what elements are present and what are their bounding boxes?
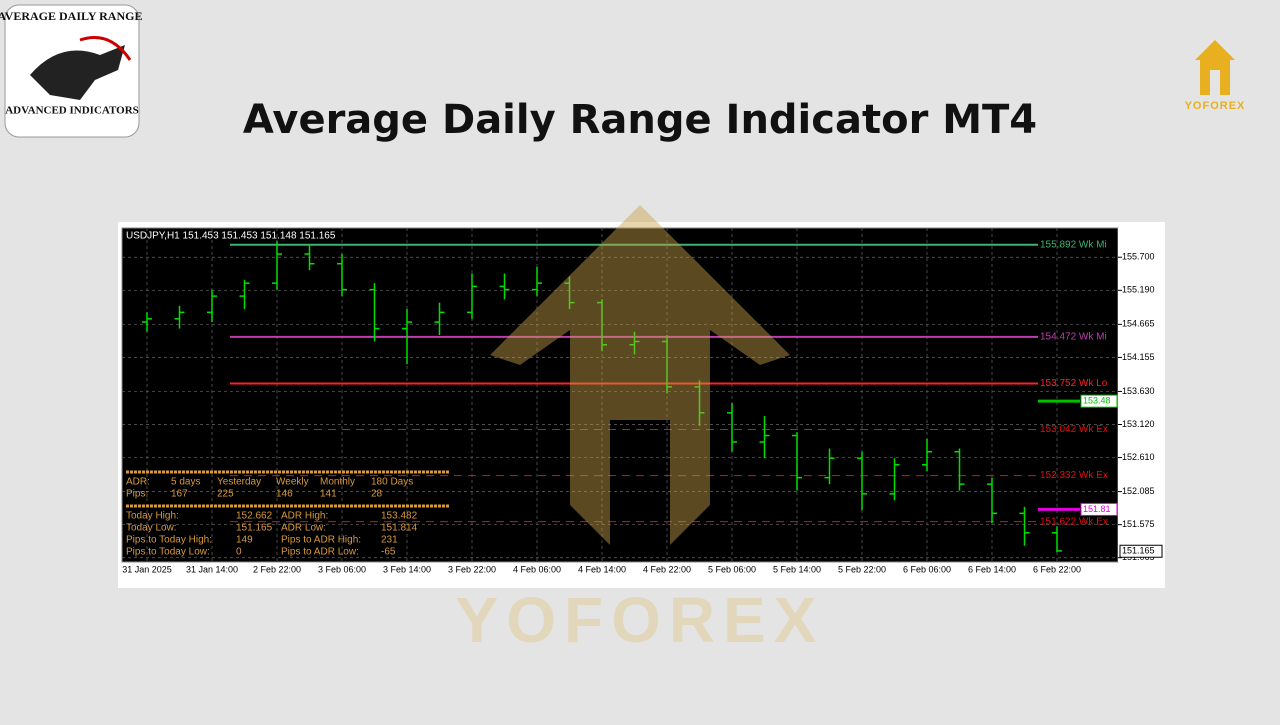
x-tick-label: 6 Feb 06:00 [903, 564, 951, 574]
brand-icon [1195, 40, 1235, 95]
panel-text: Monthly [320, 477, 355, 488]
panel-text: 151.814 [381, 523, 418, 534]
y-tick-label: 151.575 [1122, 519, 1155, 529]
y-axis-area [1118, 228, 1163, 562]
panel-text: Today Low: [126, 523, 177, 534]
panel-text: 225 [217, 489, 234, 500]
panel-text: ADR: [126, 477, 150, 488]
level-label: 152.332 Wk Ex [1040, 470, 1108, 481]
x-tick-label: 6 Feb 22:00 [1033, 564, 1081, 574]
logo-text: ADVANCED INDICATORS [5, 105, 139, 117]
x-tick-label: 4 Feb 06:00 [513, 564, 561, 574]
y-tick-label: 152.085 [1122, 486, 1155, 496]
panel-text: Pips to ADR Low: [281, 547, 359, 558]
x-tick-label: 5 Feb 06:00 [708, 564, 756, 574]
panel-text: ADR Low: [281, 523, 326, 534]
level-label: 151.622 Wk Ex [1040, 516, 1108, 527]
y-tick-label: 154.665 [1122, 319, 1155, 329]
panel-text: 141 [320, 489, 337, 500]
price-tag-label: 153.48 [1083, 396, 1111, 406]
x-tick-label: 5 Feb 22:00 [838, 564, 886, 574]
level-label: 153.752 Wk Lo [1040, 378, 1108, 389]
panel-text: 151.165 [236, 523, 273, 534]
watermark-icon [490, 205, 790, 545]
panel-text: Pips: [126, 489, 148, 500]
watermark-text: YOFOREX [456, 584, 825, 656]
y-tick-label: 154.155 [1122, 352, 1155, 362]
x-tick-label: 3 Feb 14:00 [383, 564, 431, 574]
price-tag [1080, 502, 1118, 516]
x-tick-label: 5 Feb 14:00 [773, 564, 821, 574]
panel-text: 146 [276, 489, 293, 500]
panel-text: Weekly [276, 477, 309, 488]
level-label: 153.042 Wk Ex [1040, 424, 1108, 435]
x-tick-label: 6 Feb 14:00 [968, 564, 1016, 574]
symbol-header: USDJPY,H1 151.453 151.453 151.148 151.16… [126, 231, 336, 242]
x-tick-label: 31 Jan 2025 [122, 564, 172, 574]
panel-text: -65 [381, 547, 396, 558]
y-tick-label: 155.190 [1122, 285, 1155, 295]
level-label: 155.892 Wk Mi [1040, 239, 1107, 250]
panel-text: 0 [236, 547, 242, 558]
x-tick-label: 31 Jan 14:00 [186, 564, 238, 574]
y-tick-label: 152.610 [1122, 452, 1155, 462]
x-tick-label: 4 Feb 14:00 [578, 564, 626, 574]
logo-text: AVERAGE DAILY RANGE [0, 9, 142, 23]
x-tick-label: 2 Feb 22:00 [253, 564, 301, 574]
price-tag-label: 151.81 [1083, 504, 1111, 514]
panel-text: Pips to Today High: [126, 535, 212, 546]
brand-text: YOFOREX [1185, 100, 1246, 112]
panel-text: Today High: [126, 511, 179, 522]
panel-text: 167 [171, 489, 188, 500]
panel-text: 5 days [171, 477, 200, 488]
y-tick-label: 155.700 [1122, 252, 1155, 262]
x-tick-label: 3 Feb 06:00 [318, 564, 366, 574]
panel-text: Yesterday [217, 477, 261, 488]
x-tick-label: 3 Feb 22:00 [448, 564, 496, 574]
panel-text: 231 [381, 535, 398, 546]
y-tick-label: 153.630 [1122, 386, 1155, 396]
panel-text: 152.662 [236, 511, 273, 522]
price-tag [1119, 544, 1163, 558]
swoosh [79, 36, 132, 61]
panel-text: 153.482 [381, 511, 418, 522]
panel-text: ADR High: [281, 511, 328, 522]
panel-text: Pips to Today Low: [126, 547, 210, 558]
panel-text: 28 [371, 489, 383, 500]
panel-text: 180 Days [371, 477, 413, 488]
level-label: 154.472 Wk Mi [1040, 331, 1107, 342]
x-tick-label: 4 Feb 22:00 [643, 564, 691, 574]
price-tag-label: 151.165 [1122, 546, 1155, 556]
y-tick-label: 153.120 [1122, 419, 1155, 429]
plot: 155.700 155.190 154.665 154.155 153.630 153.1… [122, 228, 1163, 574]
panel-text: 149 [236, 535, 253, 546]
panel-text: Pips to ADR High: [281, 535, 361, 546]
bull-icon [30, 45, 125, 100]
price-tag [1080, 394, 1118, 408]
page-title: Average Daily Range Indicator MT4 [243, 97, 1037, 143]
